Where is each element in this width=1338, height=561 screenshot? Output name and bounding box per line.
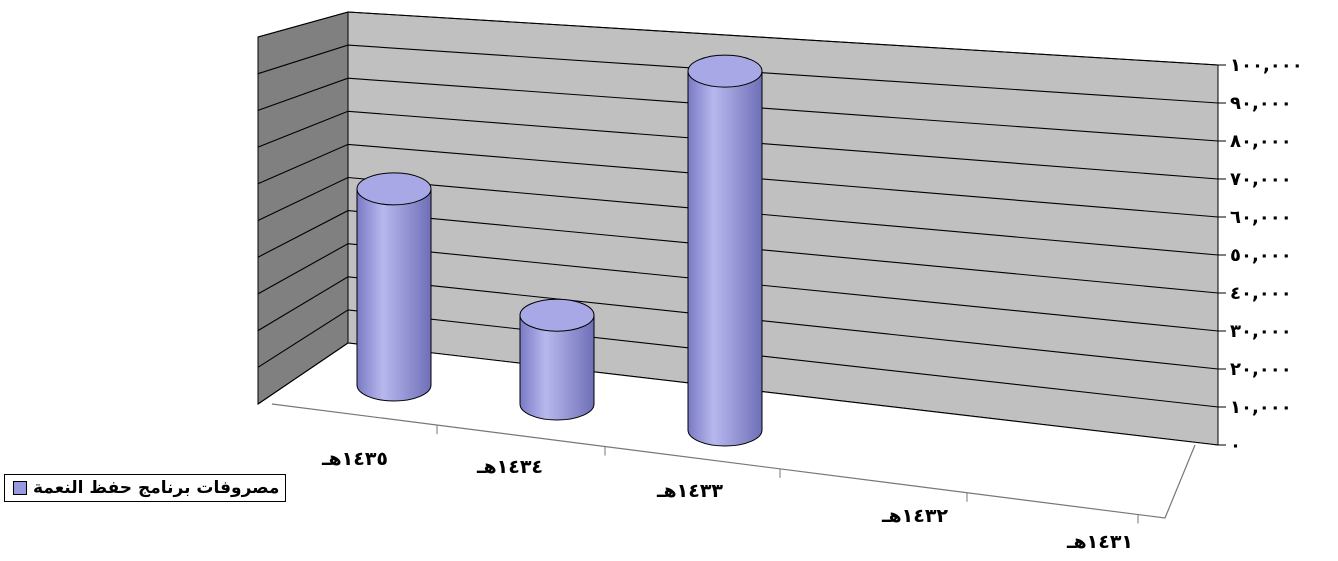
y-tick-label-8: ٨٠,٠٠٠	[1230, 131, 1292, 152]
bar-top-4	[356, 172, 432, 206]
gridline-3	[257, 243, 1219, 332]
bar-4	[356, 172, 432, 402]
category-label-3: ١٤٣٤هـ	[476, 456, 543, 478]
category-label-2: ١٤٣٣هـ	[656, 480, 723, 502]
gridline-9	[257, 44, 1219, 104]
y-tick-label-1: ١٠,٠٠٠	[1230, 397, 1292, 418]
gridline-7	[257, 110, 1219, 180]
y-tick-label-4: ٤٠,٠٠٠	[1230, 283, 1292, 304]
gridline-4	[257, 210, 1219, 294]
legend-swatch	[13, 481, 27, 495]
side-wall	[257, 11, 349, 405]
bar-body-3	[519, 314, 595, 421]
gridline-1	[257, 309, 1219, 408]
bar-top-3	[519, 298, 595, 332]
y-tick-label-3: ٣٠,٠٠٠	[1230, 321, 1292, 342]
category-label-1: ١٤٣٢هـ	[881, 505, 948, 527]
legend-label: مصروفات برنامج حفظ النعمة	[33, 478, 280, 498]
gridline-8	[257, 77, 1219, 142]
y-tick-label-5: ٥٠,٠٠٠	[1230, 245, 1292, 266]
bar-top-2	[687, 54, 763, 88]
y-tick-label-10: ١٠٠,٠٠٠	[1230, 55, 1303, 76]
gridline-0	[257, 342, 1219, 446]
bar-body-4	[356, 188, 432, 402]
y-tick-label-6: ٦٠,٠٠٠	[1230, 207, 1292, 228]
category-label-4: ١٤٣٥هـ	[321, 448, 388, 470]
gridline-2	[257, 276, 1219, 370]
bar-3	[519, 298, 595, 421]
x-axis-line	[271, 403, 1196, 519]
bar-body-2	[687, 70, 763, 447]
y-tick-label-0: ٠	[1230, 435, 1241, 456]
gridline-5	[257, 176, 1219, 256]
category-label-0: ١٤٣١هـ	[1066, 531, 1133, 553]
y-tick-label-7: ٧٠,٠٠٠	[1230, 169, 1292, 190]
bar-2	[687, 54, 763, 447]
y-tick-label-2: ٢٠,٠٠٠	[1230, 359, 1292, 380]
gridline-10	[257, 11, 1219, 66]
legend: مصروفات برنامج حفظ النعمة	[4, 474, 287, 502]
gridline-6	[257, 143, 1219, 218]
y-tick-label-9: ٩٠,٠٠٠	[1230, 93, 1292, 114]
